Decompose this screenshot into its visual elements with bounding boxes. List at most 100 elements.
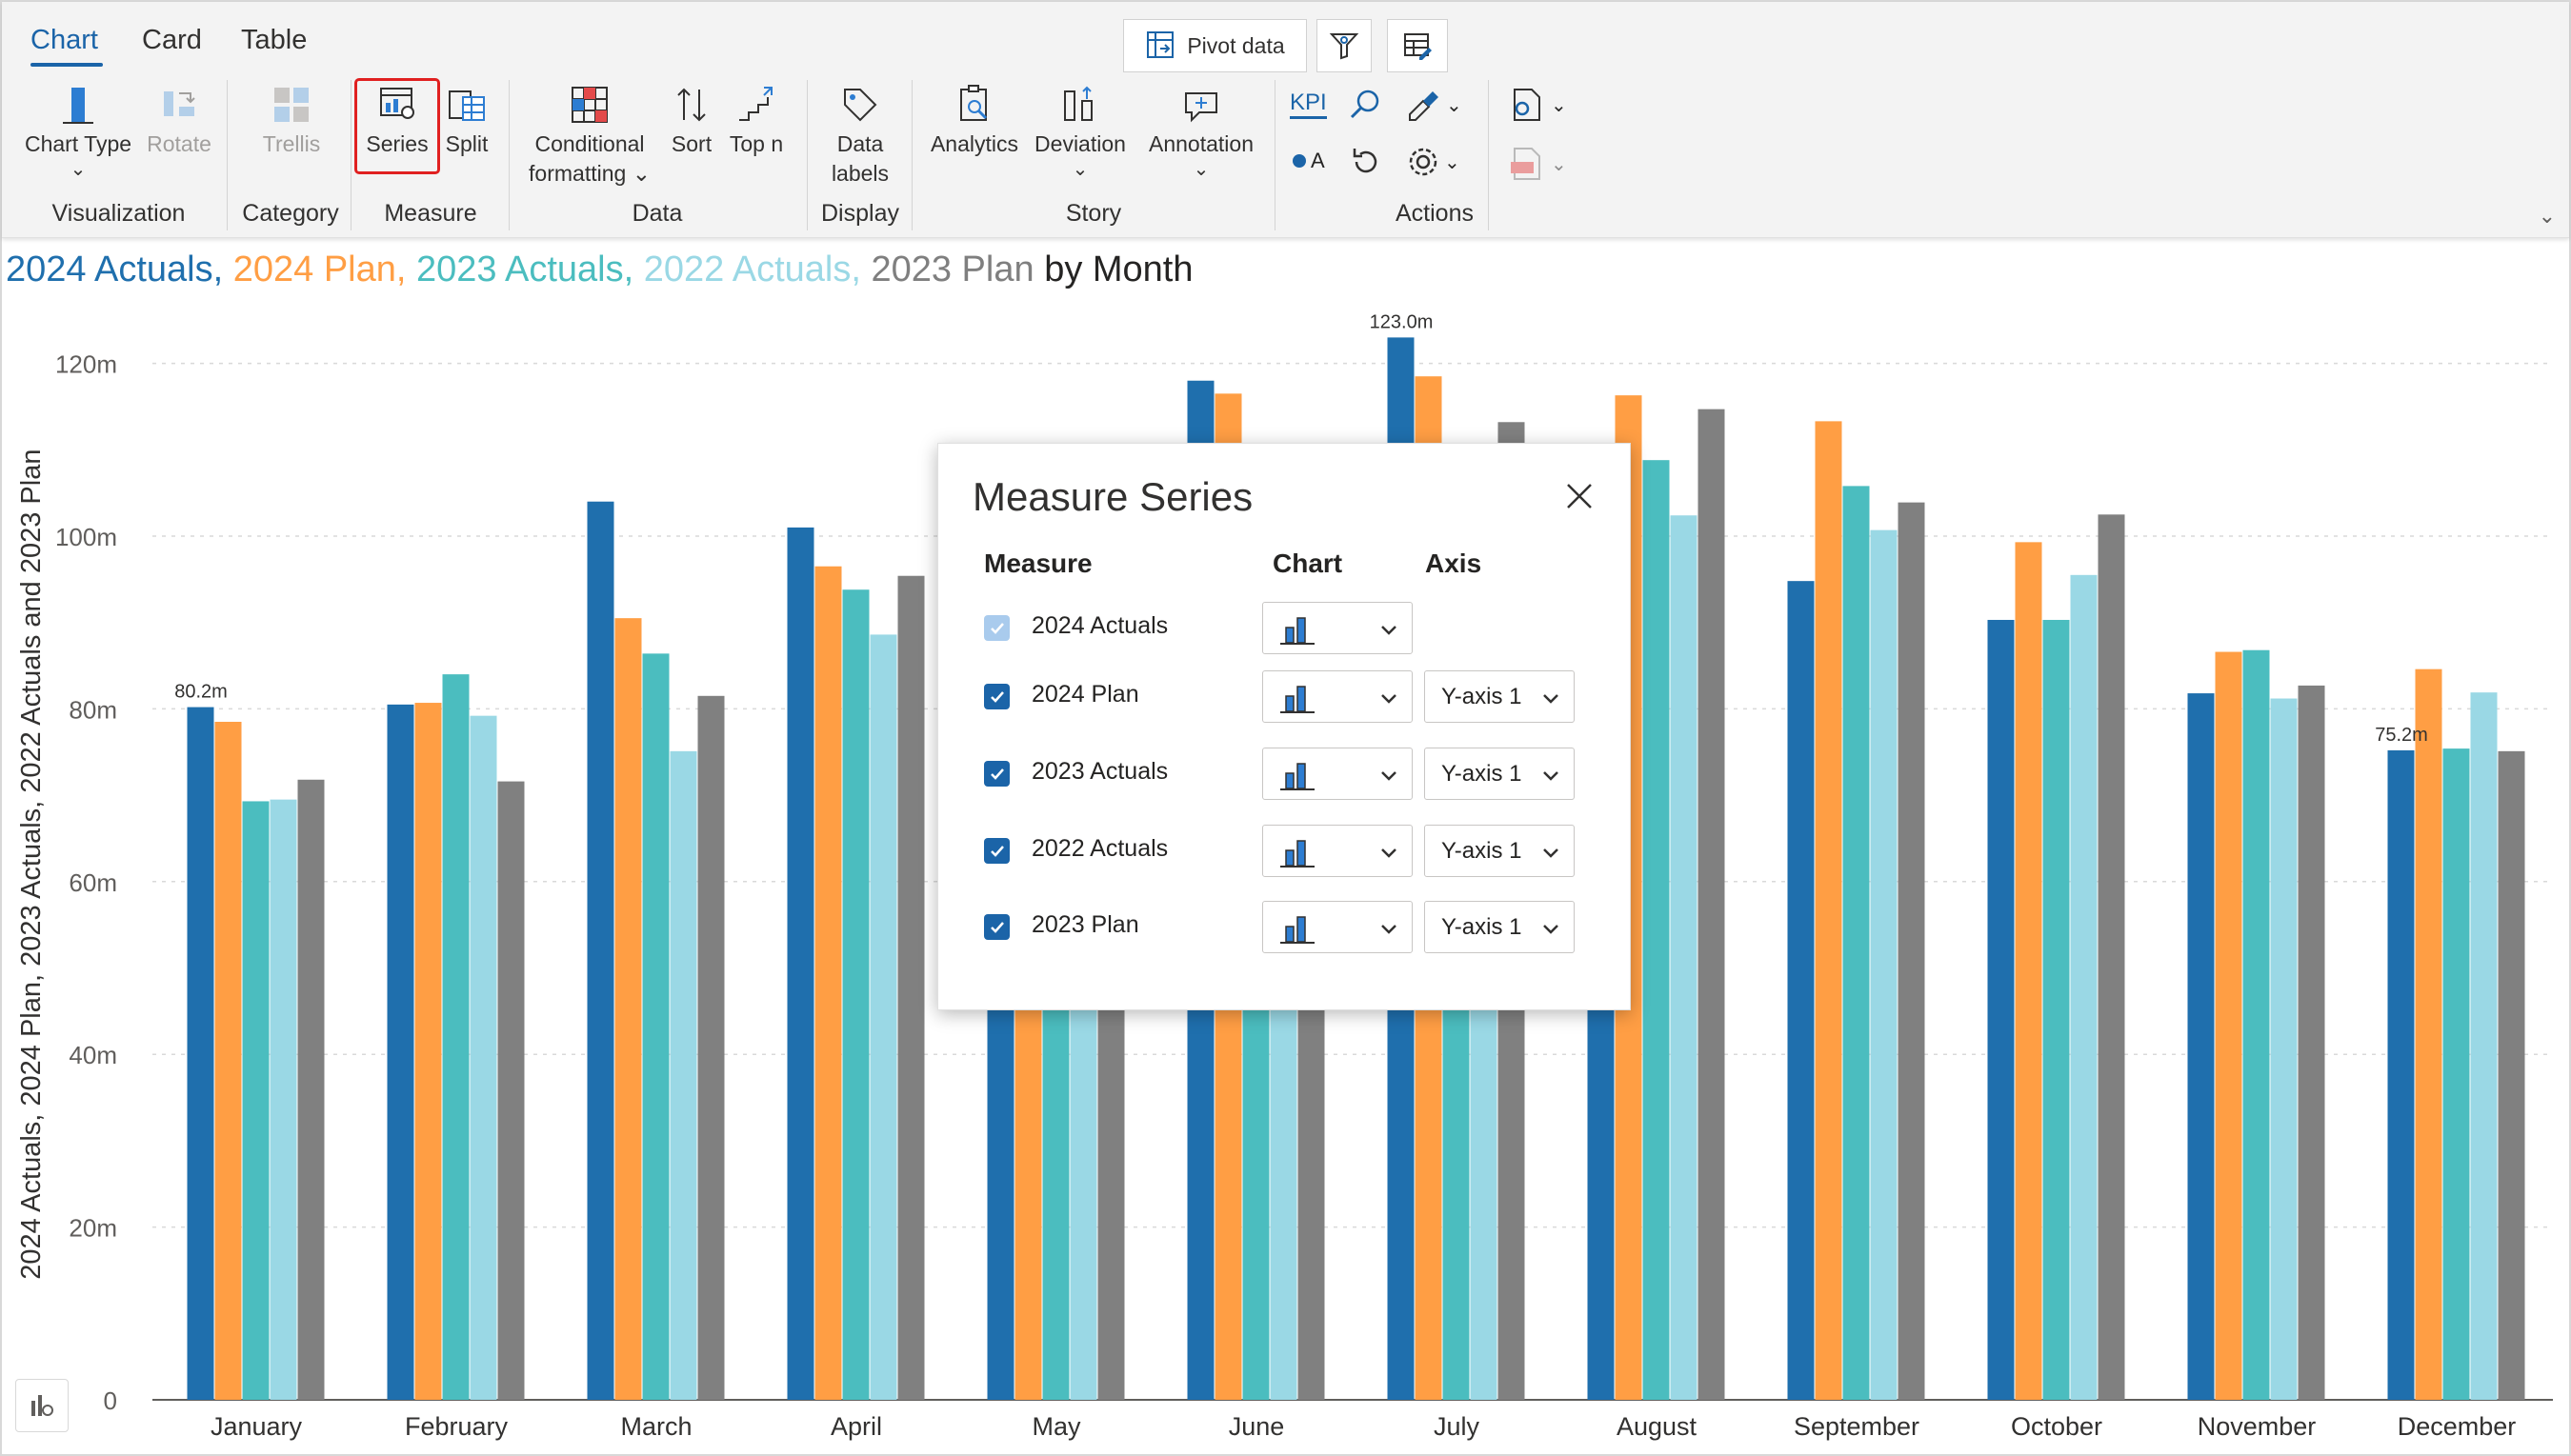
chevron-down-icon	[1381, 626, 1396, 635]
export-pdf-button[interactable]: ⌄	[1507, 145, 1567, 183]
chart-type-label: Chart Type	[24, 131, 132, 156]
chevron-down-icon	[1543, 848, 1558, 858]
column-chart-icon	[1280, 763, 1315, 790]
pivot-data-button[interactable]: Pivot data	[1123, 19, 1307, 72]
measure-checkbox[interactable]	[984, 684, 1010, 709]
chart-options-button[interactable]	[15, 1379, 69, 1432]
chart-settings-icon	[31, 1395, 53, 1416]
measure-checkbox[interactable]	[984, 761, 1010, 787]
tab-table[interactable]: Table	[241, 25, 308, 55]
chart-type-dropdown[interactable]	[1262, 748, 1413, 800]
measure-checkbox[interactable]	[984, 914, 1010, 940]
chart-type-dropdown[interactable]	[1262, 602, 1413, 654]
checkmark-icon	[990, 845, 1004, 857]
measure-name: 2023 Plan	[1032, 911, 1139, 938]
top-n-icon	[739, 87, 773, 121]
bar	[1787, 581, 1815, 1400]
series-icon	[380, 88, 414, 119]
series-labels-button[interactable]: A	[1292, 149, 1325, 173]
data-labels-button[interactable]: Data labels	[819, 80, 901, 189]
tab-card[interactable]: Card	[142, 25, 202, 55]
conditional-formatting-button[interactable]: Conditional formatting ⌄	[518, 80, 661, 189]
separator	[351, 80, 352, 230]
conditional-label: Conditional	[534, 131, 645, 156]
split-button[interactable]: Split	[438, 80, 495, 159]
measure-checkbox	[984, 615, 1010, 641]
chart-type-dropdown[interactable]	[1262, 901, 1413, 953]
export-settings-button[interactable]: ⌄	[1507, 86, 1567, 124]
measure-name: 2023 Actuals	[1032, 758, 1169, 785]
series-label: Series	[366, 131, 429, 156]
format-painter-button[interactable]: ⌄	[1404, 86, 1462, 124]
axis-dropdown-value: Y-axis 1	[1441, 684, 1522, 709]
chevron-down-icon	[1381, 848, 1396, 858]
deviation-label: Deviation	[1034, 131, 1126, 156]
x-tick-label: October	[2011, 1412, 2102, 1441]
kpi-button[interactable]: KPI	[1290, 90, 1327, 119]
collapse-ribbon-icon[interactable]: ⌄	[2538, 204, 2556, 228]
funnel-gear-icon	[1329, 33, 1359, 60]
rotate-button[interactable]: Rotate	[141, 80, 217, 159]
checkmark-icon	[990, 690, 1004, 703]
pivot-data-label: Pivot data	[1187, 32, 1285, 58]
bar	[242, 801, 270, 1400]
sort-button[interactable]: Sort	[663, 80, 720, 159]
pdf-icon	[1511, 148, 1540, 180]
chart-type-dropdown[interactable]	[1262, 825, 1413, 877]
axis-dropdown[interactable]: Y-axis 1	[1424, 901, 1575, 953]
tab-chart[interactable]: Chart	[30, 25, 98, 55]
chart-type-button[interactable]: Chart Type ⌄	[21, 80, 135, 179]
chart-type-dropdown[interactable]	[1262, 670, 1413, 723]
bar	[414, 703, 442, 1400]
series-button[interactable]: Series	[359, 80, 435, 159]
paint-brush-icon	[1409, 91, 1438, 121]
table-edit-button[interactable]	[1387, 19, 1448, 72]
chevron-down-icon: ⌄	[1072, 159, 1089, 180]
series-labels-label: A	[1311, 149, 1325, 172]
axis-dropdown-value: Y-axis 1	[1441, 838, 1522, 864]
bar	[814, 566, 842, 1400]
reset-icon[interactable]	[1349, 145, 1383, 184]
bar	[2415, 668, 2442, 1400]
axis-dropdown[interactable]: Y-axis 1	[1424, 825, 1575, 877]
data-label-1: Data	[836, 131, 884, 156]
close-icon[interactable]	[1565, 482, 1594, 510]
bar	[587, 501, 614, 1400]
search-icon[interactable]	[1347, 86, 1385, 129]
bar	[1670, 515, 1697, 1400]
x-tick-label: March	[620, 1412, 692, 1441]
measure-name: 2024 Plan	[1032, 681, 1139, 708]
chart-title-part: 2024 Plan,	[232, 249, 416, 289]
settings-button[interactable]: ⌄	[1406, 145, 1460, 179]
column-chart-icon	[1280, 686, 1315, 713]
annotation-button[interactable]: Annotation ⌄	[1137, 80, 1265, 179]
group-measure: Measure	[384, 200, 477, 227]
column-chart-icon	[1280, 840, 1315, 868]
filter-settings-button[interactable]	[1316, 19, 1372, 72]
chevron-down-icon: ⌄	[632, 161, 651, 186]
top-n-button[interactable]: Top n	[721, 80, 792, 159]
x-tick-label: August	[1617, 1412, 1697, 1441]
bar	[497, 781, 525, 1400]
chart-title-part: 2024 Actuals,	[6, 249, 233, 289]
analytics-label: Analytics	[930, 131, 1019, 156]
axis-dropdown[interactable]: Y-axis 1	[1424, 670, 1575, 723]
y-tick-label: 0	[104, 1386, 117, 1415]
checkmark-icon	[990, 921, 1004, 933]
analytics-button[interactable]: Analytics	[924, 80, 1025, 159]
y-tick-label: 20m	[69, 1214, 117, 1243]
axis-dropdown[interactable]: Y-axis 1	[1424, 748, 1575, 800]
group-category: Category	[242, 200, 339, 227]
chart-title-part: by Month	[1044, 249, 1194, 289]
group-data: Data	[632, 200, 683, 227]
column-header-axis: Axis	[1425, 548, 1482, 578]
trellis-button[interactable]: Trellis	[244, 80, 339, 159]
bar	[1870, 529, 1898, 1400]
measure-checkbox[interactable]	[984, 838, 1010, 864]
bar	[1898, 502, 1925, 1400]
conditional-formatting-icon	[572, 87, 608, 123]
column-header-measure: Measure	[984, 548, 1093, 578]
y-tick-label: 120m	[55, 350, 117, 379]
deviation-button[interactable]: Deviation ⌄	[1027, 80, 1134, 180]
